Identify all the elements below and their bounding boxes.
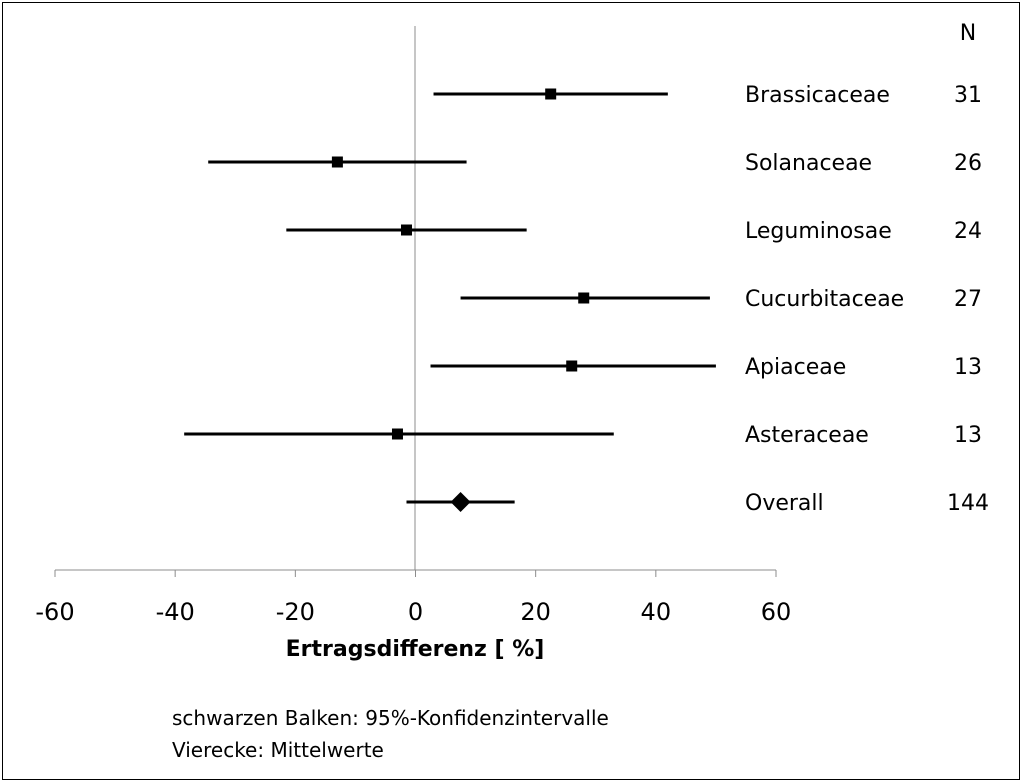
x-tick-label: -40	[156, 598, 195, 626]
overall-mean-diamond	[450, 492, 471, 512]
row-count: 31	[954, 83, 982, 108]
row-count: 13	[954, 423, 982, 448]
mean-marker	[391, 428, 403, 440]
x-tick-label: 20	[520, 598, 551, 626]
row-count: 13	[954, 355, 982, 380]
row-label: Asteraceae	[745, 423, 869, 448]
note-confidence-intervals: schwarzen Balken: 95%-Konfidenzintervall…	[172, 706, 609, 730]
x-axis-label: Ertragsdifferenz [ %]	[286, 637, 545, 662]
row-count: 24	[954, 219, 982, 244]
note-means: Vierecke: Mittelwerte	[172, 738, 384, 762]
x-tick-label: -60	[35, 598, 74, 626]
row-label: Cucurbitaceae	[745, 287, 904, 312]
x-axis-ticks: -60 -40 -20 0 20 40 60	[35, 570, 791, 626]
mean-marker	[545, 88, 557, 100]
x-tick-label: 40	[641, 598, 672, 626]
row-count: 27	[954, 287, 982, 312]
row-label: Brassicaceae	[745, 83, 890, 108]
mean-marker	[566, 360, 578, 372]
x-tick-label: 60	[761, 598, 792, 626]
mean-marker	[331, 156, 343, 168]
row-count: 26	[954, 151, 982, 176]
count-header: N	[960, 21, 976, 46]
row-count: 144	[947, 491, 989, 516]
mean-marker	[578, 292, 590, 304]
row-label: Overall	[745, 491, 824, 516]
x-tick-label: -20	[276, 598, 315, 626]
row-label: Apiaceae	[745, 355, 846, 380]
forest-rows: Brassicaceae 31 Solanaceae 26 Leguminosae 24 C…	[184, 83, 989, 516]
row-label: Leguminosae	[745, 219, 892, 244]
x-tick-label: 0	[408, 598, 423, 626]
mean-marker	[400, 224, 412, 236]
row-label: Solanaceae	[745, 151, 872, 176]
